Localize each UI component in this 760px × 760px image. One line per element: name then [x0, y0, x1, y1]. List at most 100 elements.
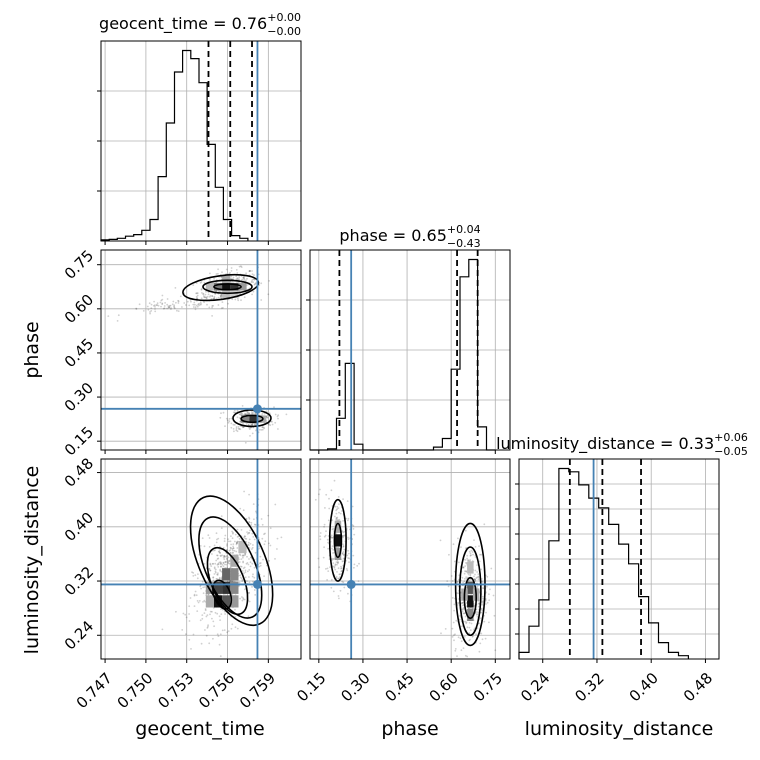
scatter-dist-geocent-sample-0	[280, 536, 283, 539]
scatter-dist-geocent-sample-0	[212, 576, 215, 579]
scatter-dist-phase-sample-0	[338, 511, 340, 514]
scatter-dist-geocent-sample-0	[253, 538, 256, 541]
density-dist-geocent-cell-6	[230, 568, 239, 581]
scatter-phase-geocent-sample-2	[258, 428, 261, 431]
scatter-dist-geocent-sample-0	[222, 565, 225, 568]
scatter-dist-phase-sample-1	[470, 549, 473, 552]
scatter-dist-geocent-sample-0	[213, 544, 216, 547]
scatter-dist-geocent-sample-0	[213, 625, 216, 628]
scatter-dist-phase-sample-0	[341, 510, 343, 512]
scatter-dist-geocent-sample-0	[251, 532, 254, 535]
scatter-dist-geocent-sample-0	[248, 558, 250, 560]
scatter-dist-phase-sample-1	[462, 566, 465, 569]
scatter-dist-phase-sample-1	[465, 621, 468, 624]
scatter-dist-geocent-sample-0	[232, 532, 234, 535]
scatter-dist-phase-sample-0	[332, 528, 335, 530]
scatter-dist-phase-sample-0	[323, 525, 325, 528]
scatter-dist-geocent-sample-0	[269, 544, 272, 547]
scatter-dist-geocent-sample-0	[213, 566, 216, 569]
scatter-dist-geocent-sample-0	[239, 565, 242, 568]
scatter-phase-geocent-sample-2	[249, 435, 251, 437]
scatter-dist-phase-sample-1	[455, 619, 458, 622]
scatter-dist-phase-sample-1	[454, 633, 456, 636]
scatter-dist-phase-sample-0	[340, 565, 342, 568]
scatter-dist-phase-sample-1	[471, 636, 474, 638]
scatter-dist-geocent-sample-0	[226, 554, 228, 557]
scatter-phase-geocent-sample-0	[202, 293, 205, 296]
scatter-dist-geocent-sample-0	[268, 542, 270, 545]
scatter-dist-geocent-sample-0	[243, 598, 246, 601]
scatter-phase-geocent-sample-0	[251, 280, 253, 282]
scatter-phase-geocent-sample-0	[204, 293, 207, 296]
scatter-phase-geocent-sample-0	[230, 275, 233, 278]
scatter-phase-geocent-sample-2	[224, 425, 226, 427]
density-dist-geocent-cell-7	[205, 581, 214, 594]
scatter-dist-geocent-sample-0	[248, 531, 250, 534]
scatter-dist-geocent-sample-0	[199, 545, 202, 547]
scatter-phase-geocent-sample-2	[277, 428, 279, 430]
scatter-dist-geocent-sample-0	[212, 576, 215, 578]
scatter-dist-phase-sample-1	[477, 602, 480, 605]
scatter-dist-phase-sample-0	[336, 508, 338, 511]
scatter-phase-geocent-sample-2	[242, 422, 244, 425]
scatter-phase-geocent-sample-2	[248, 428, 251, 430]
scatter-dist-phase-sample-1	[477, 575, 480, 578]
scatter-dist-phase-sample-0	[333, 566, 336, 569]
scatter-dist-geocent-sample-0	[241, 596, 243, 598]
scatter-dist-geocent-sample-0	[239, 507, 242, 510]
scatter-dist-phase-sample-0	[327, 547, 329, 550]
scatter-dist-geocent-sample-0	[248, 569, 251, 571]
scatter-dist-phase-sample-1	[477, 576, 480, 579]
xtick-label-geocent_time-2: 0.753	[154, 669, 197, 712]
scatter-dist-geocent-sample-0	[203, 563, 206, 565]
scatter-dist-phase-sample-0	[324, 507, 326, 509]
scatter-dist-phase-sample-0	[334, 515, 336, 518]
scatter-dist-geocent-sample-0	[240, 529, 243, 531]
scatter-dist-geocent-sample-0	[214, 568, 217, 571]
scatter-dist-phase-sample-0	[318, 566, 321, 569]
scatter-phase-geocent-sample-1	[167, 305, 170, 308]
scatter-dist-geocent-sample-0	[245, 562, 248, 565]
xlabel-geocent-time: geocent_time	[135, 718, 264, 740]
scatter-dist-geocent-sample-0	[219, 561, 222, 563]
scatter-phase-geocent-sample-1	[168, 306, 171, 308]
scatter-phase-geocent-sample-2	[267, 416, 269, 419]
scatter-dist-geocent-sample-0	[220, 578, 223, 580]
scatter-dist-geocent-sample-0	[209, 610, 212, 613]
scatter-phase-geocent-sample-2	[246, 411, 249, 413]
ytick-label-phase-3: 0.60	[61, 291, 97, 327]
scatter-dist-geocent-sample-0	[228, 559, 231, 562]
scatter-dist-geocent-sample-0	[228, 549, 231, 552]
scatter-dist-phase-sample-1	[482, 600, 484, 603]
dist-histogram	[518, 467, 689, 659]
scatter-dist-geocent-sample-0	[236, 541, 239, 543]
scatter-dist-phase-sample-1	[459, 637, 462, 640]
scatter-dist-geocent-sample-0	[196, 600, 199, 602]
scatter-dist-geocent-sample-0	[224, 534, 227, 537]
scatter-dist-geocent-sample-0	[215, 532, 218, 535]
scatter-dist-geocent-sample-0	[224, 563, 226, 566]
scatter-dist-phase-sample-1	[448, 553, 450, 556]
scatter-dist-geocent-sample-0	[233, 549, 236, 552]
scatter-dist-phase-sample-0	[351, 505, 354, 508]
scatter-dist-phase-sample-0	[342, 520, 344, 522]
scatter-dist-phase-sample-0	[318, 493, 320, 496]
contour-phase-geocent-bottom-2	[232, 409, 272, 428]
scatter-dist-phase-sample-0	[336, 516, 339, 519]
scatter-phase-geocent-sample-2	[271, 423, 274, 426]
scatter-dist-geocent-sample-0	[238, 553, 241, 556]
scatter-phase-geocent-sample-0	[199, 282, 202, 284]
scatter-phase-geocent-sample-1	[177, 300, 180, 303]
scatter-dist-phase-sample-1	[476, 571, 478, 573]
scatter-phase-geocent-sample-0	[268, 280, 270, 282]
scatter-phase-geocent-sample-0	[217, 296, 220, 299]
scatter-dist-geocent-sample-0	[224, 556, 226, 558]
scatter-dist-phase-sample-0	[330, 586, 333, 589]
ytick-label-luminosity_distance-3: 0.48	[61, 454, 97, 490]
scatter-dist-phase-sample-0	[338, 578, 340, 580]
scatter-dist-geocent-sample-0	[242, 567, 245, 570]
scatter-dist-phase-sample-1	[460, 546, 462, 548]
scatter-dist-geocent-sample-0	[220, 527, 223, 529]
scatter-dist-phase-sample-1	[488, 621, 490, 624]
scatter-phase-geocent-sample-0	[213, 296, 216, 299]
